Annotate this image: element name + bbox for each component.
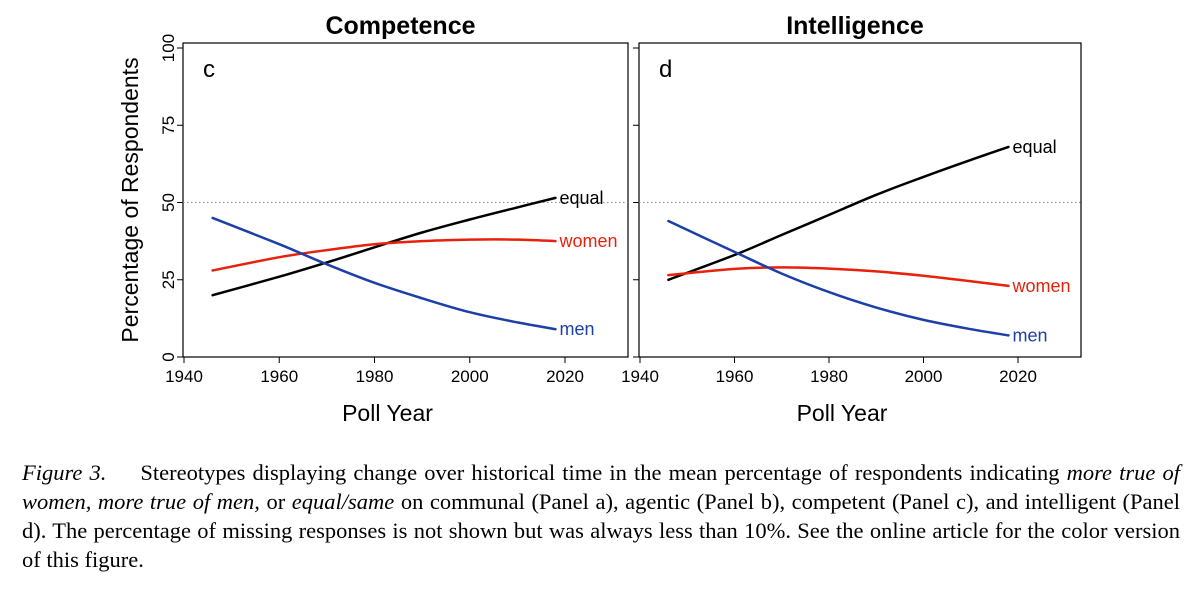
panel-d-x-tick-label: 1940	[621, 367, 659, 386]
panel-d-x-tick-label: 1960	[716, 367, 754, 386]
panel-d-x-axis-label: Poll Year	[797, 400, 888, 426]
panel-c-x-tick-label: 1940	[165, 367, 203, 386]
panel-d-series-equal	[667, 145, 1010, 282]
panel-d-series-men	[667, 219, 1010, 337]
panel-c-y-tick-label: 0	[159, 352, 178, 361]
caption-text-3: on communal (Panel a), agentic (Panel b)…	[22, 489, 1180, 572]
panel-c-x-axis-label: Poll Year	[342, 400, 433, 426]
panel-d-label: d	[659, 56, 672, 83]
caption-italic-2: equal/same	[291, 489, 395, 514]
panel-d-title: Intelligence	[786, 12, 924, 40]
panel-d-frame	[638, 42, 1082, 358]
panel-c-label: c	[203, 56, 215, 83]
panel-c-series-label-women: women	[558, 231, 617, 251]
panel-c-title: Competence	[325, 12, 475, 40]
panel-d-x-tick-label: 2000	[905, 367, 943, 386]
panel-c-x-tick-label: 1960	[260, 367, 298, 386]
panel-c-series-women	[211, 238, 557, 272]
panel-c-series-men	[211, 216, 557, 331]
panel-c-y-tick-label: 50	[159, 193, 178, 212]
panel-c-frame	[182, 42, 629, 358]
panel-d-series-label-men: men	[1013, 325, 1048, 345]
caption-italic-1: more true of women, more true of men,	[22, 460, 1181, 514]
panel-d-series-label-women: women	[1012, 276, 1071, 296]
caption-text-2: or	[259, 489, 292, 514]
panel-d-series-label-equal: equal	[1013, 137, 1057, 157]
panel-c-y-axis-label: Percentage of Respondents	[117, 57, 143, 342]
panel-c-y-tick-label: 75	[159, 116, 178, 135]
panel-d-x-tick-label: 1980	[810, 367, 848, 386]
panel-c-x-tick-label: 1980	[356, 367, 394, 386]
caption-figure-label: Figure 3.	[22, 460, 107, 485]
caption-text-1: Stereotypes displaying change over histo…	[140, 460, 1067, 485]
figure-caption: Figure 3. Stereotypes displaying change o…	[22, 458, 1180, 574]
panel-c-x-tick-label: 2020	[546, 367, 584, 386]
panel-c-series-label-equal: equal	[559, 188, 603, 208]
panel-c-x-tick-label: 2000	[451, 367, 489, 386]
panel-c-y-tick-label: 100	[159, 34, 178, 62]
panel-d-series-women	[667, 266, 1010, 288]
panel-c-series-equal	[211, 196, 557, 297]
panel-c-series-label-men: men	[559, 319, 594, 339]
panel-d-x-tick-label: 2020	[999, 367, 1037, 386]
panel-c-y-tick-label: 25	[159, 270, 178, 289]
figure-chart: Competence c 1940 1960 1980 2000 2020 0 25 50 75 10…	[117, 12, 1082, 426]
